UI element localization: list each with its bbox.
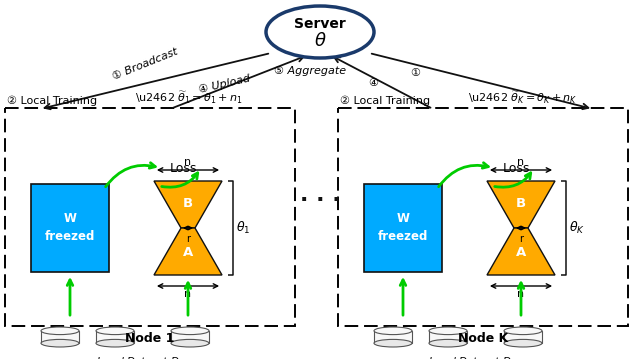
Ellipse shape — [429, 327, 467, 335]
Bar — [96, 331, 134, 343]
Text: ② Local Training: ② Local Training — [340, 95, 430, 106]
Ellipse shape — [374, 327, 412, 335]
Text: \u2462 $\widetilde{\theta}_1 = \theta_1 + n_1$: \u2462 $\widetilde{\theta}_1 = \theta_1 … — [135, 89, 243, 106]
Text: $\theta$: $\theta$ — [314, 32, 326, 50]
Ellipse shape — [171, 339, 209, 347]
Text: Node 1: Node 1 — [125, 332, 175, 345]
Text: \u2462 $\widetilde{\theta}_K = \theta_K + n_K$: \u2462 $\widetilde{\theta}_K = \theta_K … — [468, 89, 577, 106]
Ellipse shape — [96, 339, 134, 347]
Text: A: A — [183, 246, 193, 259]
Text: W
freezed: W freezed — [378, 213, 428, 243]
Text: ① Broadcast: ① Broadcast — [111, 47, 179, 82]
Ellipse shape — [41, 339, 79, 347]
Text: n: n — [184, 289, 191, 299]
Text: ④: ④ — [368, 78, 378, 88]
Bar — [31, 184, 109, 272]
Ellipse shape — [374, 339, 412, 347]
Ellipse shape — [429, 339, 467, 347]
Text: r: r — [186, 234, 190, 244]
FancyBboxPatch shape — [338, 108, 628, 326]
Polygon shape — [487, 181, 555, 228]
Bar — [41, 331, 79, 343]
Bar — [429, 331, 467, 343]
Ellipse shape — [96, 327, 134, 335]
Text: Local Dataset $D_K$: Local Dataset $D_K$ — [428, 355, 518, 359]
Ellipse shape — [266, 6, 374, 58]
Text: $\theta_1$: $\theta_1$ — [236, 220, 250, 236]
Bar — [364, 184, 442, 272]
Bar — [504, 331, 542, 343]
Text: ①: ① — [410, 68, 420, 78]
Bar — [374, 331, 412, 343]
Text: W
freezed: W freezed — [45, 213, 95, 243]
Text: B: B — [183, 197, 193, 210]
Text: A: A — [516, 246, 526, 259]
Text: n: n — [517, 157, 525, 167]
Text: Server: Server — [294, 17, 346, 31]
Text: ④ Upload: ④ Upload — [198, 74, 252, 95]
Ellipse shape — [41, 327, 79, 335]
Polygon shape — [154, 181, 222, 228]
Polygon shape — [487, 228, 555, 275]
Bar — [171, 331, 209, 343]
Text: . . .: . . . — [300, 185, 340, 205]
Ellipse shape — [504, 339, 542, 347]
Text: $\theta_K$: $\theta_K$ — [569, 220, 585, 236]
Text: ⑤ Aggregate: ⑤ Aggregate — [274, 66, 346, 76]
Text: Local Dataset $D_1$: Local Dataset $D_1$ — [96, 355, 184, 359]
Text: n: n — [517, 289, 525, 299]
Ellipse shape — [171, 327, 209, 335]
Text: Loss: Loss — [170, 162, 196, 174]
Text: Loss: Loss — [502, 162, 530, 174]
Text: r: r — [519, 234, 523, 244]
Text: Node K: Node K — [458, 332, 508, 345]
Polygon shape — [154, 228, 222, 275]
Text: n: n — [184, 157, 191, 167]
Text: B: B — [516, 197, 526, 210]
FancyBboxPatch shape — [5, 108, 295, 326]
Ellipse shape — [504, 327, 542, 335]
Text: ② Local Training: ② Local Training — [7, 95, 97, 106]
